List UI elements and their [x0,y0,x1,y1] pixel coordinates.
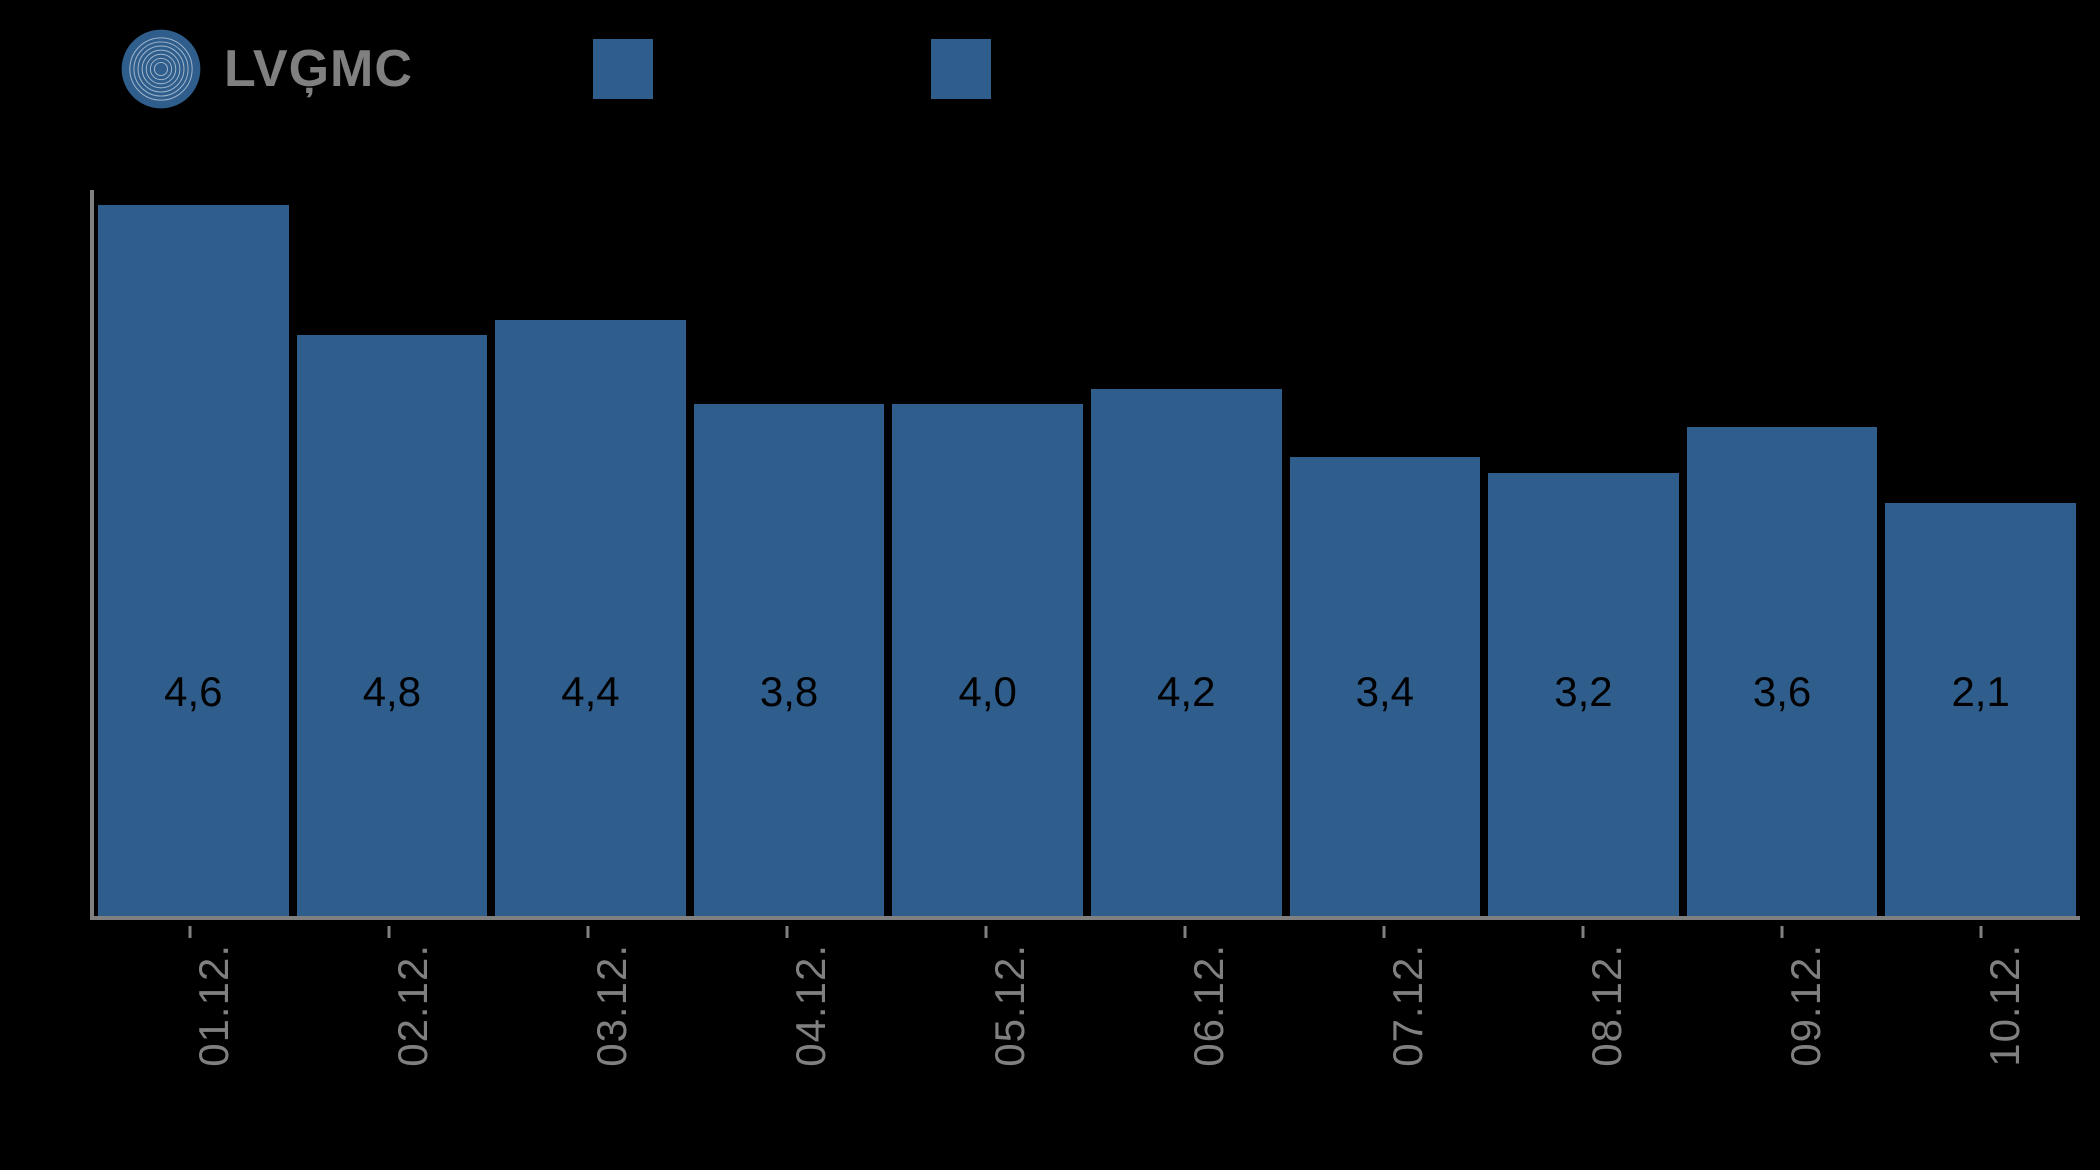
x-tick [984,926,987,938]
bar: 4,8 [297,335,488,916]
x-label: 05.12. [986,944,1034,1067]
x-axis-labels: 01.12. 02.12. 03.12. 04.12. 05.12. 06.12. 07.1… [90,930,2080,1130]
x-label-slot: 08.12. [1483,930,1682,1130]
x-label: 04.12. [787,944,835,1067]
bar-value-label: 4,4 [495,668,686,716]
legend-swatch [593,39,653,99]
legend-item [593,39,671,99]
bar: 4,2 [1091,389,1282,916]
logo-icon [120,28,202,110]
bar: 4,4 [495,320,686,916]
x-label-slot: 04.12. [687,930,886,1130]
x-tick [1979,926,1982,938]
bar-slot: 3,2 [1484,190,1683,916]
bar-slot: 3,8 [690,190,889,916]
bar-slot: 4,6 [94,190,293,916]
x-tick [586,926,589,938]
bar-slot: 2,1 [1881,190,2080,916]
bar-slot: 4,8 [293,190,492,916]
x-label-slot: 05.12. [886,930,1085,1130]
x-label-slot: 06.12. [1085,930,1284,1130]
x-tick [1382,926,1385,938]
bar-value-label: 4,8 [297,668,488,716]
logo: LVĢMC [120,28,413,110]
x-label-slot: 09.12. [1682,930,1881,1130]
x-label: 07.12. [1384,944,1432,1067]
bar-value-label: 4,6 [98,668,289,716]
bar: 3,8 [694,404,885,916]
x-tick [1780,926,1783,938]
x-tick [188,926,191,938]
legend-item [931,39,1009,99]
bar-slot: 3,4 [1286,190,1485,916]
x-label-slot: 10.12. [1881,930,2080,1130]
bar-value-label: 3,2 [1488,668,1679,716]
x-label-slot: 03.12. [488,930,687,1130]
bar: 3,4 [1290,457,1481,916]
bar: 4,6 [98,205,289,916]
logo-text: LVĢMC [224,39,413,99]
chart: 4,64,84,43,84,04,23,43,23,62,1 01.12. 02.… [90,190,2080,1130]
x-label-slot: 01.12. [90,930,289,1130]
bar-slot: 4,4 [491,190,690,916]
legend-swatch [931,39,991,99]
bar-value-label: 3,4 [1290,668,1481,716]
x-label: 09.12. [1782,944,1830,1067]
legend [593,39,1009,99]
x-label-slot: 02.12. [289,930,488,1130]
bar-value-label: 3,8 [694,668,885,716]
x-label: 10.12. [1981,944,2029,1067]
bar-slot: 4,2 [1087,190,1286,916]
bar-value-label: 3,6 [1687,668,1878,716]
bar: 4,0 [892,404,1083,916]
bar-value-label: 2,1 [1885,668,2076,716]
x-label: 06.12. [1185,944,1233,1067]
bar-slot: 3,6 [1683,190,1882,916]
x-label: 03.12. [588,944,636,1067]
x-label: 02.12. [389,944,437,1067]
x-tick [785,926,788,938]
x-tick [387,926,390,938]
plot-area: 4,64,84,43,84,04,23,43,23,62,1 [90,190,2080,920]
bar: 2,1 [1885,503,2076,916]
bar: 3,6 [1687,427,1878,916]
bar-slot: 4,0 [888,190,1087,916]
x-tick [1183,926,1186,938]
x-label: 08.12. [1583,944,1631,1067]
header: LVĢMC [120,24,2040,114]
bar: 3,2 [1488,473,1679,916]
bar-value-label: 4,0 [892,668,1083,716]
bars-container: 4,64,84,43,84,04,23,43,23,62,1 [94,190,2080,916]
bar-value-label: 4,2 [1091,668,1282,716]
x-tick [1581,926,1584,938]
x-label: 01.12. [190,944,238,1067]
chart-root: LVĢMC 4,64,84,43,84,04,23,43,23,62,1 01.… [0,0,2100,1170]
x-label-slot: 07.12. [1284,930,1483,1130]
